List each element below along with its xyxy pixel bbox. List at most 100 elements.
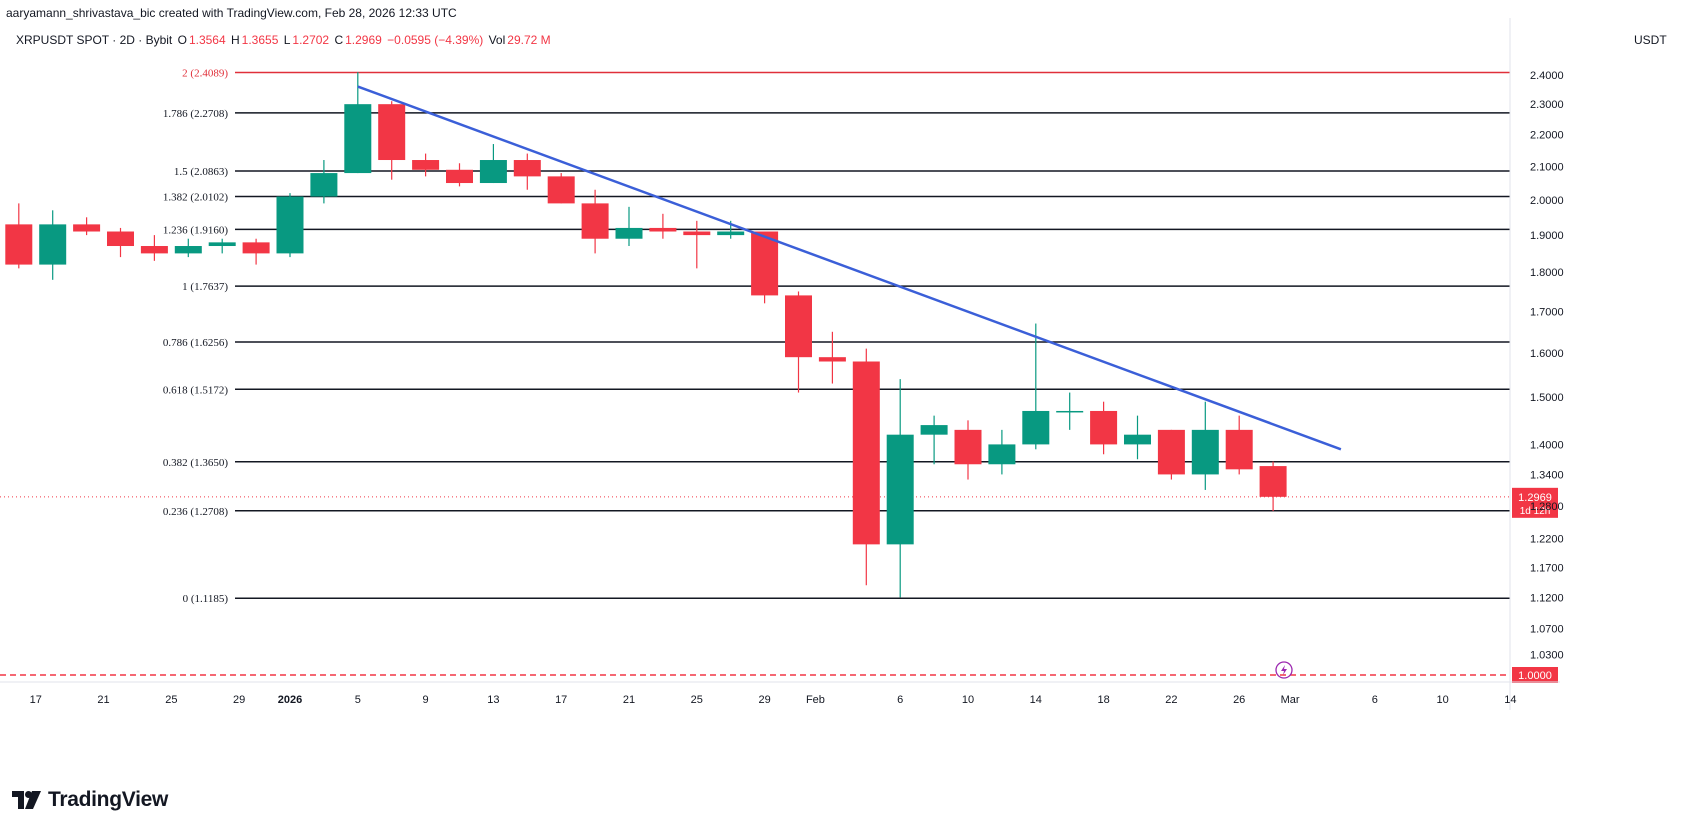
descending-trendline[interactable] — [357, 85, 1342, 451]
candle-body — [1225, 429, 1253, 470]
candle-body — [785, 295, 812, 358]
candle[interactable] — [5, 203, 33, 269]
candle-body — [276, 196, 304, 254]
price-tick-label: 2.2000 — [1530, 130, 1564, 142]
fib-level-label: 0.618 (1.5172) — [163, 384, 228, 396]
candle-body — [107, 231, 134, 247]
price-tick-label: 2.3000 — [1530, 99, 1564, 111]
candle-body — [954, 429, 982, 465]
time-tick-label: 9 — [423, 694, 429, 706]
event-lightning-icon[interactable] — [1275, 661, 1293, 679]
tradingview-logo-icon — [12, 791, 41, 809]
candle[interactable] — [446, 163, 473, 187]
time-tick-label: 6 — [897, 694, 903, 706]
price-tick-label: 2.1000 — [1530, 162, 1564, 174]
fib-level-label: 1 (1.7637) — [182, 281, 228, 293]
candle[interactable] — [208, 238, 236, 254]
candle-body — [852, 361, 880, 545]
tradingview-logo[interactable]: TradingView — [12, 788, 168, 812]
candle[interactable] — [649, 213, 677, 239]
volume-value: 29.72 M — [507, 33, 551, 47]
candle-body — [818, 357, 846, 362]
candle[interactable] — [310, 160, 338, 204]
tradingview-logo-text: TradingView — [48, 788, 169, 811]
time-tick-label: 10 — [1436, 694, 1448, 706]
candle[interactable] — [242, 238, 270, 265]
close-value: 1.2969 — [345, 33, 382, 47]
candle[interactable] — [852, 348, 880, 586]
candle[interactable] — [412, 153, 440, 177]
candle[interactable] — [174, 238, 202, 258]
time-tick-label: 26 — [1233, 694, 1245, 706]
time-tick-label: 10 — [962, 694, 974, 706]
price-tick-label: 1.0700 — [1530, 624, 1564, 636]
candle[interactable] — [547, 173, 575, 204]
price-tick-label: 1.2200 — [1530, 534, 1564, 546]
time-tick-label: 25 — [691, 694, 703, 706]
high-label: H — [231, 33, 240, 47]
candle-body — [751, 231, 779, 296]
candle[interactable] — [1259, 461, 1287, 512]
candle[interactable] — [1022, 323, 1050, 450]
candle-body — [513, 160, 541, 177]
candle[interactable] — [615, 206, 643, 247]
candle-body — [242, 242, 270, 254]
symbol-legend[interactable]: XRPUSDT SPOT · 2D · Bybit O 1.3564 H 1.365… — [16, 33, 553, 47]
chart-attribution: aaryamann_shrivastava_bic created with T… — [6, 6, 457, 20]
candle[interactable] — [1225, 415, 1253, 475]
candle[interactable] — [39, 210, 67, 280]
candle-body — [73, 224, 101, 232]
candle[interactable] — [344, 72, 372, 174]
price-tick-label: 2.4000 — [1530, 70, 1564, 82]
candle-body — [1124, 434, 1151, 445]
time-tick-label: 22 — [1165, 694, 1177, 706]
price-tick-label: 1.2800 — [1530, 501, 1564, 513]
time-tick-label: 21 — [623, 694, 635, 706]
price-tick-label: 1.5000 — [1530, 392, 1564, 404]
candle[interactable] — [1090, 401, 1118, 455]
candle-body — [174, 246, 202, 254]
candle[interactable] — [818, 331, 846, 384]
candle-body — [581, 203, 609, 239]
time-tick-label: 5 — [355, 694, 361, 706]
time-tick-label: 14 — [1030, 694, 1042, 706]
candle[interactable] — [140, 235, 168, 261]
time-tick-label: 25 — [165, 694, 177, 706]
price-tick-label: 1.0300 — [1530, 650, 1564, 662]
candle[interactable] — [1157, 429, 1185, 480]
candle[interactable] — [479, 144, 507, 184]
candle[interactable] — [886, 379, 914, 598]
fib-level-label: 1.382 (2.0102) — [163, 191, 228, 203]
fib-level-label: 0.382 (1.3650) — [163, 457, 228, 469]
candle[interactable] — [751, 231, 779, 304]
candle[interactable] — [513, 153, 541, 190]
candle[interactable] — [73, 217, 101, 236]
candlestick-chart[interactable]: 2 (2.4089) 1.786 (2.2708) 1.5 (2.0863) 1.38… — [0, 0, 1700, 780]
candle[interactable] — [1124, 415, 1151, 460]
time-tick-label: 17 — [30, 694, 42, 706]
candle[interactable] — [1056, 392, 1084, 430]
price-tick-label: 1.6000 — [1530, 348, 1564, 360]
fibonacci-levels[interactable]: 2 (2.4089) 1.786 (2.2708) 1.5 (2.0863) 1.38… — [163, 67, 1510, 605]
candle[interactable] — [581, 189, 609, 254]
price-tick-label: 1.3400 — [1530, 469, 1564, 481]
close-label: C — [334, 33, 344, 47]
candle[interactable] — [785, 291, 812, 393]
time-tick-label: 17 — [555, 694, 567, 706]
candle[interactable] — [988, 429, 1016, 475]
time-tick-label: Feb — [806, 694, 825, 706]
candle-body — [1191, 429, 1219, 475]
high-value: 1.3655 — [241, 33, 279, 47]
time-tick-label: 2026 — [278, 694, 302, 706]
candle[interactable] — [954, 420, 982, 480]
open-value: 1.3564 — [188, 33, 226, 47]
candle[interactable] — [1191, 401, 1219, 490]
candle-body — [920, 425, 948, 435]
trendline-layer[interactable] — [357, 85, 1342, 451]
candle[interactable] — [378, 101, 406, 180]
candles-layer[interactable] — [5, 72, 1287, 598]
candle[interactable] — [276, 193, 304, 258]
candle[interactable] — [920, 415, 948, 465]
candle[interactable] — [683, 220, 711, 269]
candle[interactable] — [107, 227, 134, 258]
